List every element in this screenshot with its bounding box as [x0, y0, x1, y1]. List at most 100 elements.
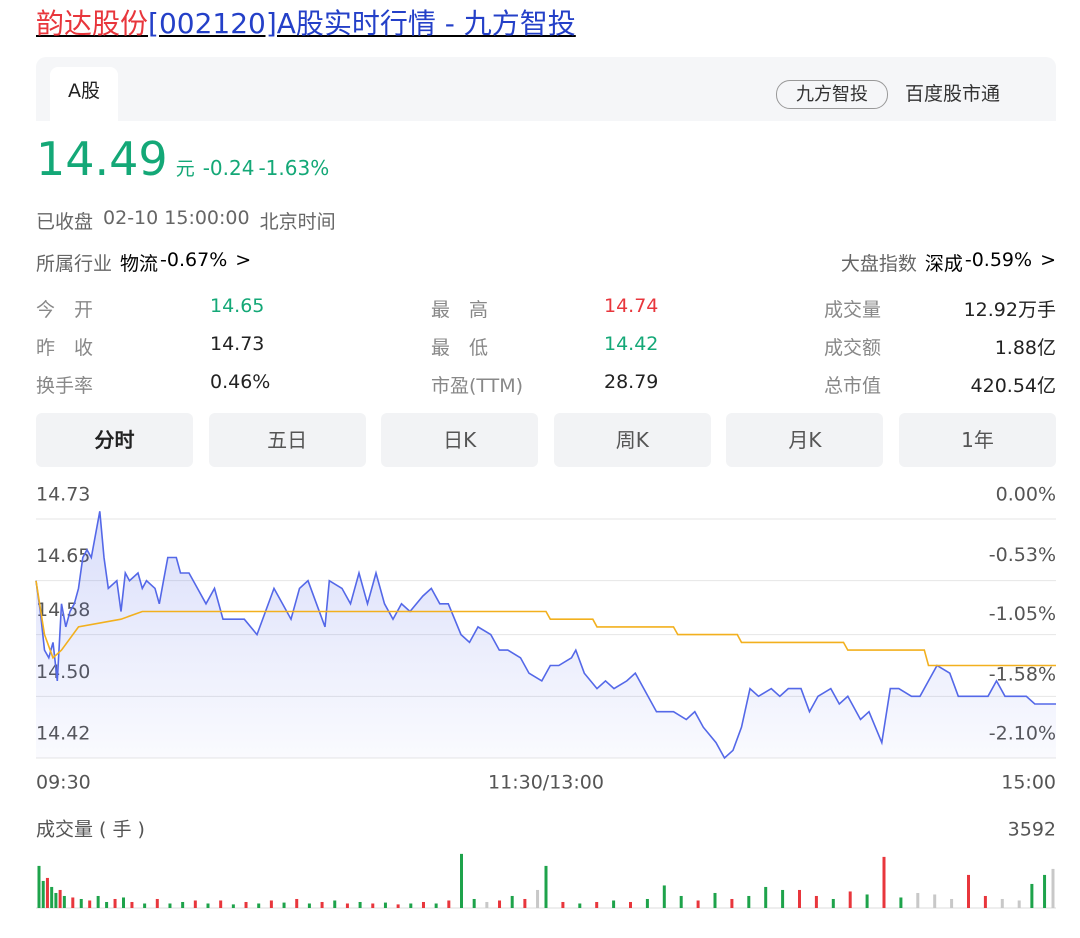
volume-bar: [409, 903, 413, 908]
x-tick-label: 15:00: [1001, 772, 1056, 794]
volume-bar: [219, 900, 223, 908]
volume-bar: [193, 900, 197, 908]
title-rest: [002120]A股实时行情 - 九方智投: [148, 7, 576, 40]
quote-line: 14.49 元 -0.24 -1.63%: [36, 132, 329, 186]
volume-bar: [536, 889, 540, 908]
volume-bar: [88, 900, 92, 908]
volume-bar: [345, 903, 349, 908]
volume-bar: [1043, 874, 1047, 908]
stat-value: 14.65: [210, 295, 265, 317]
status-line: 已收盘 02-10 15:00:00 北京时间: [36, 207, 336, 234]
period-tab[interactable]: 周K: [553, 413, 711, 467]
price-line: [35, 511, 1056, 760]
volume-bar: [105, 901, 109, 908]
industry-change: -0.67%: [160, 249, 228, 271]
volume-bar: [434, 903, 438, 908]
volume-bar: [510, 895, 514, 908]
stat-value: 420.54亿: [970, 375, 1056, 397]
period-tab[interactable]: 五日: [208, 413, 366, 467]
volume-bar: [814, 895, 818, 908]
stat-value: 28.79: [604, 371, 659, 393]
period-tab[interactable]: 1年: [899, 413, 1056, 467]
y2-tick-label: -1.05%: [989, 603, 1056, 625]
y2-tick-label: -0.53%: [989, 544, 1056, 566]
volume-bar: [679, 895, 683, 908]
volume-bar: [269, 900, 273, 908]
y2-tick-label: -1.58%: [989, 663, 1056, 685]
index-line[interactable]: 大盘指数 深成 -0.59% >: [841, 249, 1056, 276]
stat-label: 昨 收: [36, 337, 94, 359]
stat-label: 今 开: [36, 299, 94, 321]
index-arrow: >: [1040, 249, 1056, 271]
volume-bar: [967, 874, 970, 908]
change: -0.24: [202, 156, 255, 180]
volume-title: 成交量 ( 手 ): [36, 819, 145, 841]
volume-bar: [50, 886, 54, 908]
index-label: 大盘指数: [840, 253, 917, 275]
volume-bar: [447, 900, 451, 908]
volume-bar: [1030, 883, 1034, 908]
volume-bar: [58, 889, 62, 908]
volume-bar: [730, 898, 734, 908]
volume-bar: [781, 889, 785, 908]
stock-name: 韵达股份: [36, 7, 149, 40]
y2-tick-label: 0.00%: [996, 484, 1056, 506]
market-tab[interactable]: A股: [50, 67, 118, 121]
volume-bar: [96, 895, 100, 908]
volume-bar: [950, 898, 954, 908]
volume-bar: [54, 892, 58, 908]
volume-bar: [383, 902, 387, 908]
volume-bar: [37, 865, 41, 908]
volume-bar: [696, 900, 700, 908]
volume-bar: [257, 903, 261, 908]
volume-bar: [662, 885, 666, 908]
volume-bar: [244, 901, 248, 908]
volume-bar: [523, 898, 527, 908]
volume-bar: [1017, 900, 1021, 908]
period-tab[interactable]: 日K: [381, 413, 539, 467]
time: 02-10 15:00:00: [103, 207, 250, 229]
index-change: -0.59%: [964, 249, 1033, 271]
volume-bar: [45, 877, 49, 908]
stat-value: 14.74: [604, 295, 659, 317]
industry-line[interactable]: 所属行业 物流 -0.67% >: [36, 249, 251, 276]
volume-bar: [798, 889, 801, 908]
volume-bar: [307, 903, 311, 908]
tab-bar: [36, 57, 1056, 121]
industry-name: 物流: [120, 253, 159, 275]
price: 14.49: [36, 132, 168, 186]
volume-bar: [320, 901, 324, 908]
volume-bar: [113, 898, 117, 908]
period-tab[interactable]: 月K: [726, 413, 884, 467]
volume-bar: [916, 892, 920, 908]
volume-bar: [396, 904, 400, 908]
stat-label: 成交量: [824, 299, 882, 321]
volume-bar: [485, 901, 489, 908]
page-title[interactable]: 韵达股份[002120]A股实时行情 - 九方智投: [36, 2, 576, 42]
source-link[interactable]: 百度股市通: [905, 83, 1001, 105]
x-tick-label: 09:30: [36, 772, 91, 794]
y-tick-label: 14.65: [36, 545, 90, 567]
volume-bar: [544, 865, 548, 908]
volume-bar: [498, 900, 502, 908]
volume-bar: [460, 853, 463, 908]
volume-bar: [62, 895, 66, 908]
volume-bar: [1000, 898, 1004, 908]
volume-bar: [421, 901, 425, 908]
volume-bar: [899, 897, 903, 908]
volume-bar: [143, 903, 147, 908]
volume-max-label: 3592: [1008, 819, 1056, 841]
volume-bar: [882, 856, 886, 908]
volume-bar: [333, 900, 337, 908]
stat-value: 14.42: [604, 333, 659, 355]
period-tab[interactable]: 分时: [36, 413, 193, 467]
volume-bar: [1051, 868, 1055, 908]
status: 已收盘: [36, 211, 94, 233]
industry-arrow: >: [235, 249, 252, 271]
volume-bar: [79, 898, 83, 908]
volume-bar: [206, 903, 210, 908]
volume-bar: [231, 904, 235, 908]
stat-label: 最 高: [431, 299, 489, 321]
volume-bar: [612, 900, 616, 908]
